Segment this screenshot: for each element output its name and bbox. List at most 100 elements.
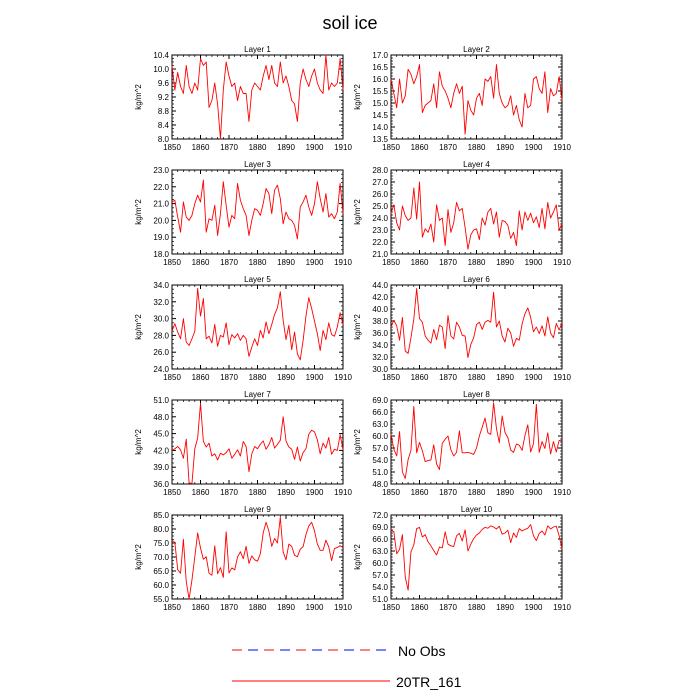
x-tick-label: 1860 xyxy=(411,373,429,382)
x-tick-label: 1890 xyxy=(496,258,514,267)
x-tick-label: 1890 xyxy=(277,258,295,267)
y-tick-label: 57.0 xyxy=(372,571,388,580)
x-tick-label: 1900 xyxy=(306,143,324,152)
panel-1: Layer 1 kg/m^2 1850 1860 1870 1880 1890 1900 191… xyxy=(134,45,352,152)
x-tick-label: 1860 xyxy=(192,143,210,152)
panel-title: Layer 7 xyxy=(244,390,271,399)
plot-frame xyxy=(390,399,563,485)
y-tick-label: 8.4 xyxy=(158,121,170,130)
y-tick-label: 69.0 xyxy=(372,523,388,532)
x-tick-label: 1890 xyxy=(277,373,295,382)
series-line xyxy=(390,181,563,250)
panel-8: Layer 8 kg/m^2 1850 1860 1870 1880 1890 1900 191… xyxy=(353,390,571,497)
series-line xyxy=(390,402,563,479)
plot-frame xyxy=(390,514,563,600)
y-tick-label: 42.0 xyxy=(372,293,388,302)
y-tick-label: 8.8 xyxy=(158,107,170,116)
x-tick-label: 1900 xyxy=(525,143,543,152)
y-tick-label: 39.0 xyxy=(153,463,169,472)
y-axis-label: kg/m^2 xyxy=(134,314,143,340)
y-axis-label: kg/m^2 xyxy=(134,84,143,110)
x-tick-label: 1860 xyxy=(192,373,210,382)
x-tick-label: 1890 xyxy=(496,143,514,152)
x-tick-label: 1860 xyxy=(411,258,429,267)
y-axis-label: kg/m^2 xyxy=(353,199,362,225)
y-tick-label: 40.0 xyxy=(372,305,388,314)
y-tick-label: 48.0 xyxy=(153,413,169,422)
x-tick-label: 1880 xyxy=(249,143,267,152)
y-tick-label: 21.0 xyxy=(153,200,169,209)
x-tick-label: 1900 xyxy=(306,258,324,267)
x-tick-label: 1870 xyxy=(439,603,457,612)
y-tick-label: 36.0 xyxy=(153,480,169,489)
plot-frame xyxy=(171,54,344,140)
x-tick-label: 1850 xyxy=(163,603,181,612)
x-tick-label: 1900 xyxy=(525,258,543,267)
x-tick-label: 1880 xyxy=(468,603,486,612)
x-tick-label: 1910 xyxy=(553,488,571,497)
y-tick-label: 57.0 xyxy=(372,444,388,453)
y-tick-label: 9.2 xyxy=(158,93,170,102)
x-tick-label: 1850 xyxy=(382,603,400,612)
panel-title: Layer 6 xyxy=(463,275,490,284)
x-tick-label: 1870 xyxy=(220,488,238,497)
y-tick-label: 48.0 xyxy=(372,480,388,489)
y-tick-label: 26.0 xyxy=(153,348,169,357)
x-tick-label: 1850 xyxy=(382,258,400,267)
y-tick-label: 30.0 xyxy=(372,365,388,374)
x-tick-label: 1910 xyxy=(553,373,571,382)
y-tick-label: 15.5 xyxy=(372,87,388,96)
panel-5: Layer 5 kg/m^2 1850 1860 1870 1880 1890 1900 191… xyxy=(134,275,352,382)
x-tick-label: 1880 xyxy=(249,373,267,382)
x-tick-label: 1850 xyxy=(163,488,181,497)
panel-7: Layer 7 kg/m^2 1850 1860 1870 1880 1890 1900 191… xyxy=(134,390,352,497)
x-tick-label: 1890 xyxy=(277,143,295,152)
x-tick-label: 1910 xyxy=(334,373,352,382)
x-tick-label: 1850 xyxy=(163,258,181,267)
x-tick-label: 1900 xyxy=(306,373,324,382)
y-tick-label: 9.6 xyxy=(158,79,170,88)
y-tick-label: 51.0 xyxy=(372,468,388,477)
x-tick-label: 1900 xyxy=(525,373,543,382)
panel-9: Layer 9 kg/m^2 1850 1860 1870 1880 1890 1900 191… xyxy=(134,505,352,612)
x-tick-label: 1870 xyxy=(439,373,457,382)
x-tick-label: 1850 xyxy=(163,143,181,152)
y-tick-label: 60.0 xyxy=(372,559,388,568)
x-tick-label: 1870 xyxy=(220,143,238,152)
y-tick-label: 26.0 xyxy=(372,190,388,199)
x-tick-label: 1890 xyxy=(496,373,514,382)
y-tick-label: 24.0 xyxy=(372,214,388,223)
x-tick-label: 1910 xyxy=(334,258,352,267)
y-tick-label: 38.0 xyxy=(372,317,388,326)
y-tick-label: 75.0 xyxy=(153,539,169,548)
y-tick-label: 65.0 xyxy=(153,567,169,576)
x-tick-label: 1900 xyxy=(306,488,324,497)
legend: No Obs 20TR_161 xyxy=(232,643,462,690)
y-tick-label: 22.0 xyxy=(372,238,388,247)
x-tick-label: 1850 xyxy=(382,373,400,382)
x-tick-label: 1900 xyxy=(525,488,543,497)
y-tick-label: 66.0 xyxy=(372,535,388,544)
y-tick-label: 28.0 xyxy=(372,166,388,175)
y-tick-label: 13.5 xyxy=(372,135,388,144)
y-tick-label: 14.5 xyxy=(372,111,388,120)
y-tick-label: 85.0 xyxy=(153,511,169,520)
y-tick-label: 60.0 xyxy=(372,432,388,441)
y-tick-label: 72.0 xyxy=(372,511,388,520)
x-tick-label: 1880 xyxy=(249,258,267,267)
x-tick-label: 1910 xyxy=(334,603,352,612)
y-tick-label: 18.0 xyxy=(153,250,169,259)
y-tick-label: 16.5 xyxy=(372,63,388,72)
y-tick-label: 55.0 xyxy=(153,595,169,604)
y-tick-label: 63.0 xyxy=(372,420,388,429)
y-tick-label: 36.0 xyxy=(372,329,388,338)
x-tick-label: 1890 xyxy=(277,603,295,612)
y-axis-label: kg/m^2 xyxy=(134,429,143,455)
y-tick-label: 44.0 xyxy=(372,281,388,290)
y-tick-label: 34.0 xyxy=(153,281,169,290)
y-tick-label: 80.0 xyxy=(153,525,169,534)
x-tick-label: 1860 xyxy=(192,603,210,612)
x-tick-label: 1910 xyxy=(334,143,352,152)
plot-frame xyxy=(390,169,563,255)
x-tick-label: 1900 xyxy=(525,603,543,612)
